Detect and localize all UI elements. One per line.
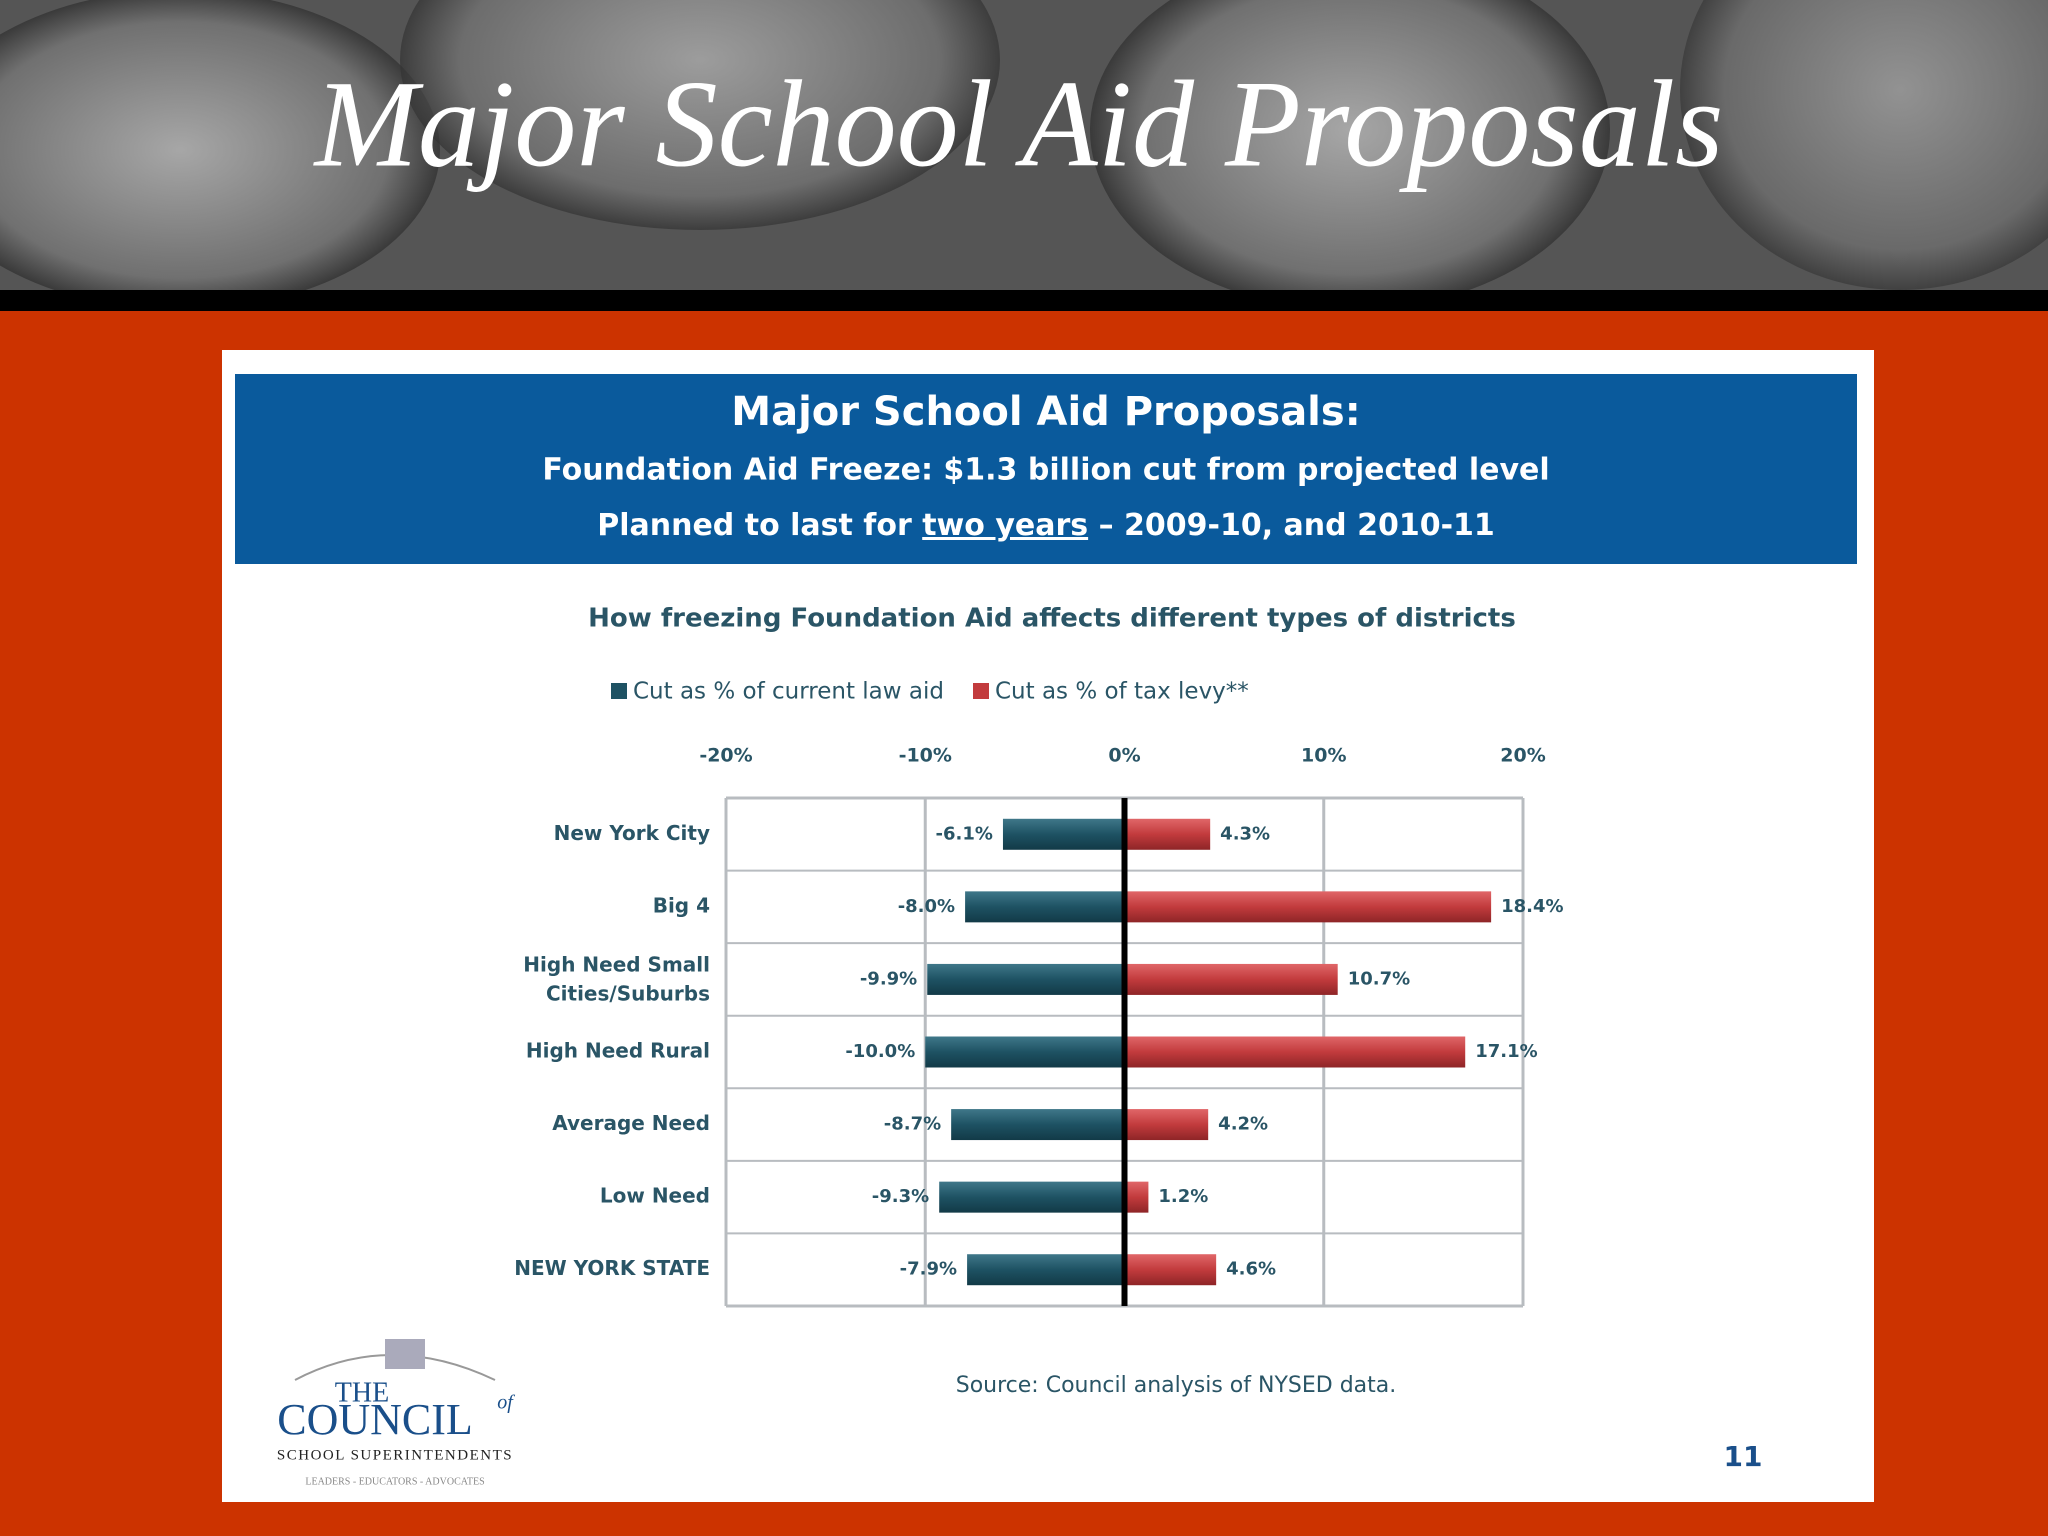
value-label: -10.0%: [845, 1041, 915, 1062]
text-part: Planned to last for: [597, 508, 922, 543]
category-label: Big 4: [653, 893, 710, 917]
header-line: Foundation Aid Freeze: $1.3 billion cut …: [542, 453, 1549, 488]
value-label: 4.6%: [1226, 1259, 1276, 1280]
category-label: Low Need: [600, 1184, 710, 1208]
category-label: High Need Small Cities/Suburbs: [523, 952, 710, 1005]
x-tick-label: -20%: [699, 745, 752, 767]
bar: [925, 1036, 1125, 1068]
value-label: -8.7%: [884, 1114, 941, 1135]
logo-text: of: [497, 1392, 515, 1414]
category-label: New York City: [554, 821, 710, 845]
value-label: -9.3%: [872, 1186, 929, 1207]
value-label: 1.2%: [1158, 1186, 1208, 1207]
banner: [0, 0, 2048, 311]
chart-title: How freezing Foundation Aid affects diff…: [588, 604, 1516, 634]
logo-text: THE: [335, 1377, 389, 1408]
value-label: 10.7%: [1348, 968, 1410, 989]
bar: [1124, 818, 1211, 850]
header-title: Major School Aid Proposals:: [731, 389, 1360, 435]
bar: [965, 891, 1125, 923]
bar: [1124, 1181, 1149, 1213]
header-line: Planned to last for two years – 2009-10,…: [597, 508, 1495, 543]
slide-title: Major School Aid Proposals: [313, 55, 1724, 192]
value-label: 17.1%: [1475, 1041, 1537, 1062]
value-label: 18.4%: [1501, 896, 1563, 917]
value-label: 4.3%: [1220, 823, 1270, 844]
bar: [1124, 891, 1492, 923]
logo: THE COUNCIL of SCHOOL SUPERINTENDENTS LE…: [277, 1339, 515, 1487]
text-part: two years: [922, 508, 1088, 543]
bar: [967, 1254, 1125, 1286]
category-line: Cities/Suburbs: [546, 981, 710, 1005]
category-line: High Need Small: [523, 952, 710, 976]
header-box: [235, 374, 1857, 564]
bar: [939, 1181, 1125, 1213]
category-label: NEW YORK STATE: [514, 1256, 710, 1280]
legend-swatch: [611, 683, 627, 699]
bar: [927, 963, 1125, 995]
source: Source: Council analysis of NYSED data.: [956, 1373, 1397, 1398]
x-tick-label: -10%: [899, 745, 952, 767]
bar: [1124, 1036, 1466, 1068]
category-label: High Need Rural: [526, 1039, 710, 1063]
x-tick-label: 20%: [1500, 745, 1545, 767]
bar: [1124, 1109, 1209, 1141]
category-label: Average Need: [552, 1111, 710, 1135]
value-label: -9.9%: [860, 968, 917, 989]
logo-text: SCHOOL SUPERINTENDENTS: [277, 1447, 513, 1463]
value-label: -7.9%: [900, 1259, 957, 1280]
legend-label: Cut as % of current law aid: [633, 679, 944, 705]
value-label: -8.0%: [898, 896, 955, 917]
bar: [1002, 818, 1125, 850]
x-tick-label: 0%: [1108, 745, 1140, 767]
page-number: 11: [1724, 1440, 1763, 1473]
logo-text: LEADERS - EDUCATORS - ADVOCATES: [305, 1476, 484, 1487]
bar: [1124, 963, 1338, 995]
text-part: – 2009-10, and 2010-11: [1088, 508, 1495, 543]
value-label: 4.2%: [1218, 1114, 1268, 1135]
logo-text: COUNCIL: [277, 1395, 473, 1444]
bar: [1124, 1254, 1217, 1286]
value-label: -6.1%: [936, 823, 993, 844]
bar: [951, 1109, 1125, 1141]
legend-label: Cut as % of tax levy**: [995, 679, 1249, 705]
legend-swatch: [973, 683, 989, 699]
x-tick-label: 10%: [1301, 745, 1346, 767]
